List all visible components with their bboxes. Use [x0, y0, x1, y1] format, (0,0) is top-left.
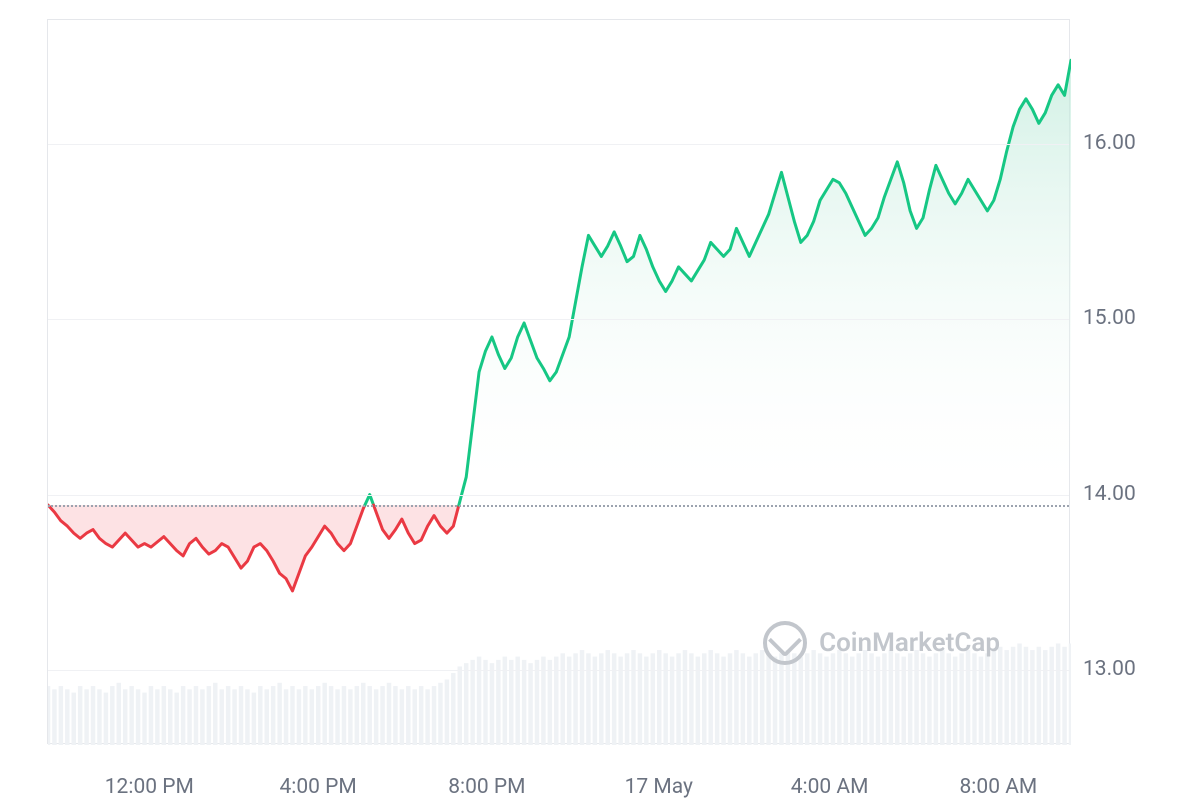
x-axis-label: 12:00 PM: [105, 775, 194, 799]
x-axis-label: 8:00 AM: [960, 775, 1038, 799]
y-axis-label: 14.00: [1083, 482, 1136, 506]
gridline: [48, 144, 1069, 145]
gridline: [48, 319, 1069, 320]
gridline: [48, 495, 1069, 496]
x-axis-label: 4:00 AM: [791, 775, 869, 799]
watermark: CoinMarketCap: [763, 621, 1000, 665]
y-axis-label: 16.00: [1083, 131, 1136, 155]
baseline: [48, 505, 1069, 507]
x-axis-label: 17 May: [625, 775, 693, 799]
x-axis-label: 8:00 PM: [448, 775, 525, 799]
watermark-text: CoinMarketCap: [819, 628, 1000, 658]
y-axis-label: 15.00: [1083, 306, 1136, 330]
x-axis-label: 4:00 PM: [279, 775, 356, 799]
gridline: [48, 670, 1069, 671]
y-axis-label: 13.00: [1083, 657, 1136, 681]
coinmarketcap-icon: [763, 621, 807, 665]
